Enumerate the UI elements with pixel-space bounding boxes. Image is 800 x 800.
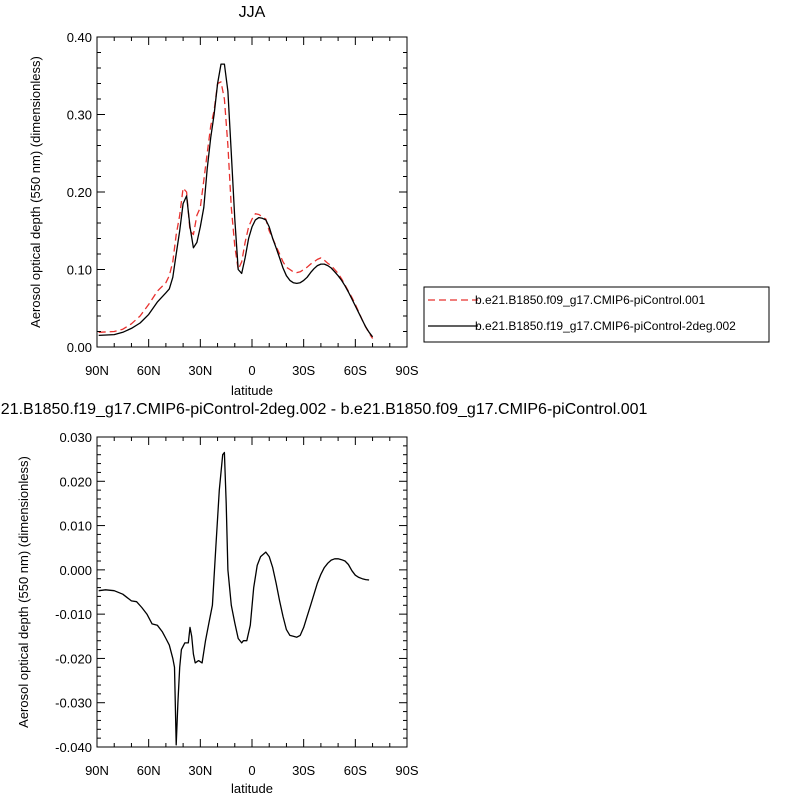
top-series-line-2 (98, 63, 374, 338)
x-tick-label: 30N (188, 363, 212, 378)
top-plot-frame (96, 36, 408, 348)
y-tick-label: -0.010 (55, 607, 92, 622)
y-tick-label: -0.020 (55, 651, 92, 666)
x-tick-label: 30N (188, 763, 212, 778)
y-tick-label: 0.40 (67, 30, 92, 45)
bottom-plot-title: b.e21.B1850.f19_g17.CMIP6-piControl-2deg… (0, 401, 648, 418)
bottom-difference-panel: 90N 60N 30N 0 30S 60S 90S -0.040 -0.030 -0.020 -0.… (0, 401, 648, 796)
y-tick-label: 0.10 (67, 263, 92, 278)
top-plot-title: JJA (239, 4, 266, 21)
x-tick-label: 90S (395, 763, 418, 778)
x-tick-label: 60S (344, 363, 367, 378)
y-tick-label: 0.010 (59, 519, 92, 534)
legend-box (423, 286, 770, 343)
x-tick-label: 30S (292, 363, 315, 378)
x-tick-label: 90N (85, 363, 109, 378)
top-x-axis-label: latitude (231, 383, 273, 398)
x-tick-label: 90N (85, 763, 109, 778)
y-tick-label: 0.020 (59, 474, 92, 489)
x-tick-label: 0 (248, 763, 255, 778)
x-tick-label: 30S (292, 763, 315, 778)
y-tick-label: 0.030 (59, 430, 92, 445)
x-tick-label: 0 (248, 363, 255, 378)
bottom-x-axis-label: latitude (231, 781, 273, 796)
x-tick-label: 90S (395, 363, 418, 378)
legend-entry-series-1: b.e21.B1850.f09_g17.CMIP6-piControl.001 (475, 293, 705, 307)
y-tick-label: -0.040 (55, 740, 92, 755)
y-tick-label: 0.00 (67, 340, 92, 355)
legend-entry-series-2: b.e21.B1850.f19_g17.CMIP6-piControl-2deg… (475, 319, 736, 333)
bottom-plot-frame (96, 436, 408, 748)
x-tick-label: 60N (137, 763, 161, 778)
bottom-y-axis-label: Aerosol optical depth (550 nm) (dimensio… (16, 456, 31, 728)
bottom-series-line-1 (98, 451, 370, 746)
y-tick-label: 0.000 (59, 563, 92, 578)
top-y-axis-label: Aerosol optical depth (550 nm) (dimensio… (28, 56, 43, 328)
x-tick-label: 60S (344, 763, 367, 778)
y-tick-label: 0.30 (67, 108, 92, 123)
y-tick-label: 0.20 (67, 185, 92, 200)
top-aod-panel: JJA 90N 60N 30N 0 30S 60S 90S 0.00 0.10 0.20 0.30 0… (28, 4, 419, 398)
y-tick-label: -0.030 (55, 696, 92, 711)
x-tick-label: 60N (137, 363, 161, 378)
top-series-line-1 (98, 81, 374, 339)
legend: b.e21.B1850.f09_g17.CMIP6-piControl.001 … (423, 286, 770, 343)
